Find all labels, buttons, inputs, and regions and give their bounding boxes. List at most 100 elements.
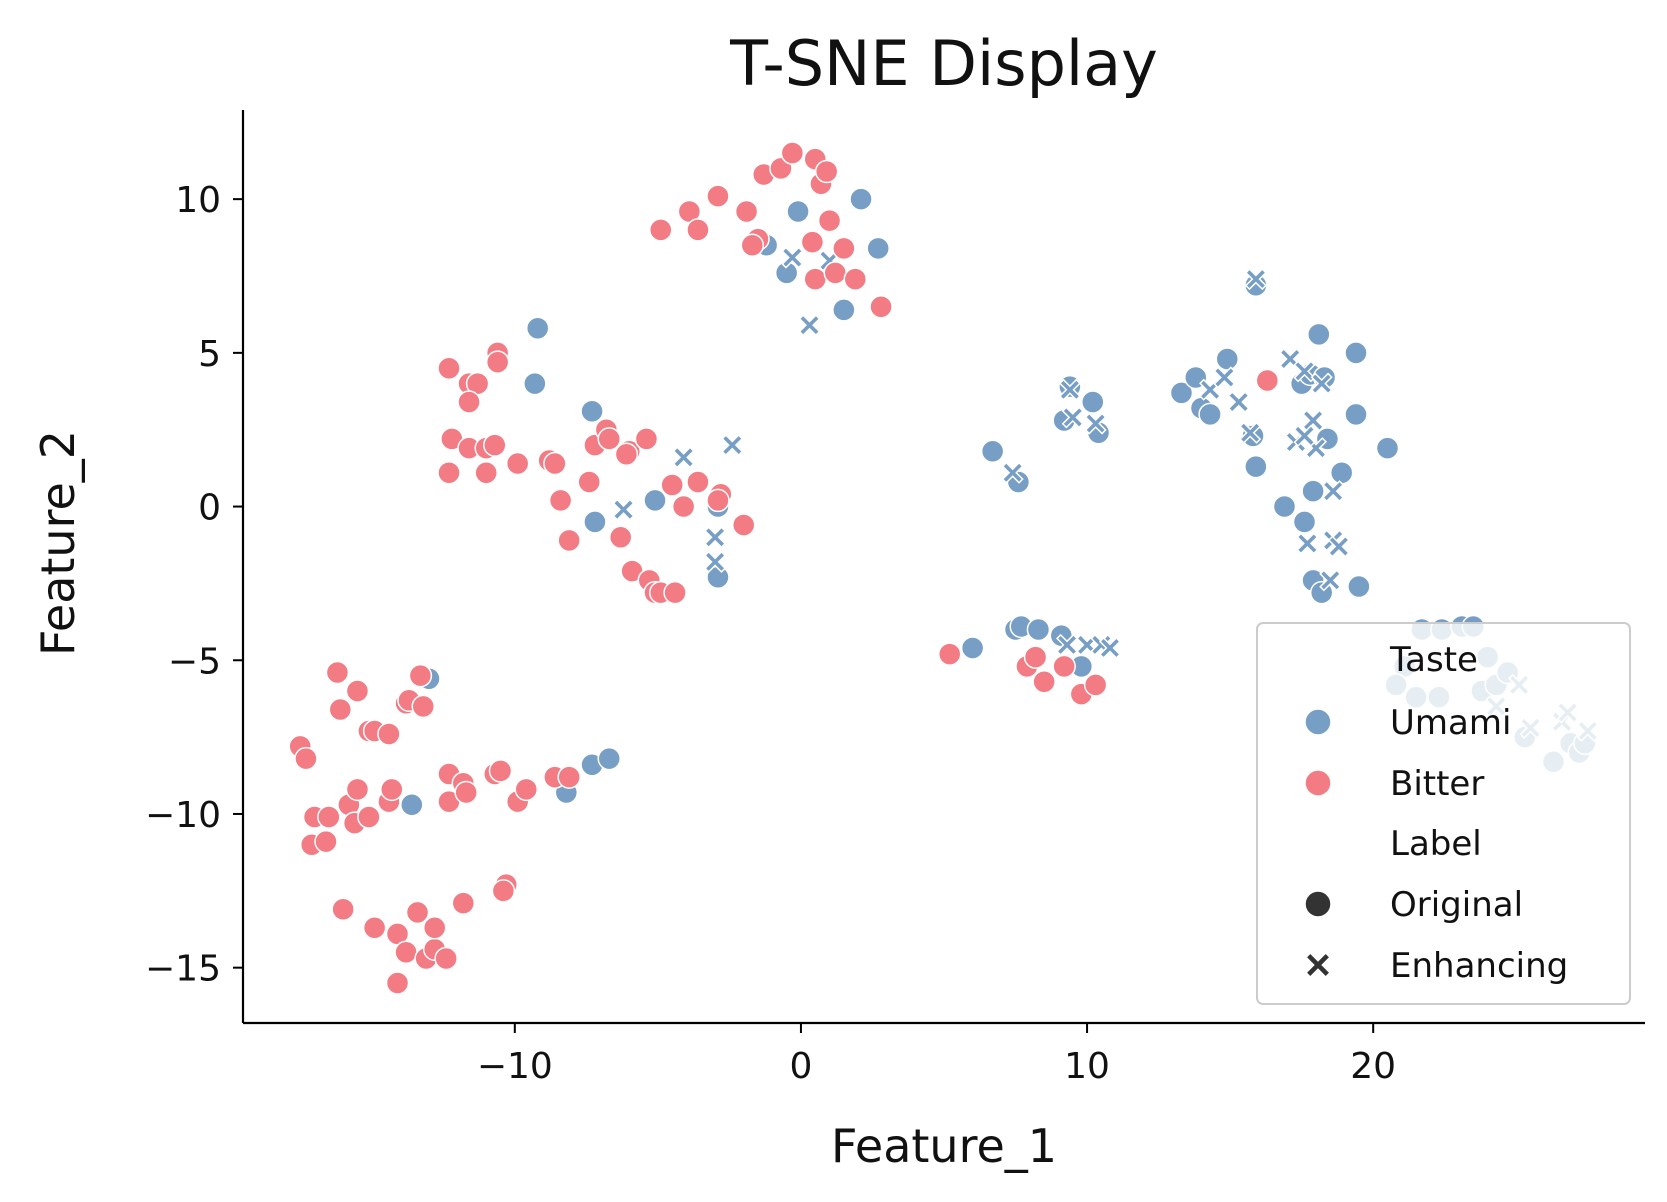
original-point-umami — [1301, 479, 1325, 503]
original-point-bitter — [377, 722, 401, 746]
original-point-umami — [1026, 617, 1051, 642]
original-point-bitter — [686, 470, 710, 494]
x-tick-label: 10 — [1064, 1046, 1110, 1087]
enhancing-point-umami — [1213, 366, 1236, 389]
original-point-bitter — [457, 390, 481, 414]
original-point-bitter — [543, 451, 567, 476]
original-point-bitter — [437, 460, 461, 485]
y-tick-label: −15 — [145, 949, 221, 990]
original-point-umami — [1375, 436, 1400, 460]
original-point-bitter — [514, 777, 539, 802]
original-point-bitter — [345, 777, 370, 802]
original-point-bitter — [357, 805, 381, 829]
original-point-bitter — [434, 946, 458, 971]
original-point-bitter — [663, 580, 687, 605]
original-point-umami — [960, 636, 985, 660]
enhancing-point-umami — [721, 434, 744, 457]
original-point-bitter — [648, 218, 673, 242]
enhancing-point-umami — [1327, 535, 1350, 558]
enhancing-point-umami — [1239, 421, 1262, 444]
original-point-bitter — [474, 460, 498, 485]
original-point-bitter — [608, 525, 633, 550]
original-point-bitter — [780, 141, 805, 165]
original-point-umami — [1329, 460, 1354, 485]
original-point-bitter — [362, 915, 387, 940]
enhancing-point-umami — [1098, 636, 1122, 660]
original-point-umami — [597, 746, 621, 771]
enhancing-point-umami — [1322, 480, 1345, 503]
original-point-bitter — [1083, 673, 1108, 697]
original-point-umami — [1081, 390, 1105, 414]
original-point-umami — [1307, 322, 1331, 347]
legend-bitter-marker — [1304, 769, 1332, 797]
original-point-bitter — [485, 350, 510, 374]
original-point-bitter — [328, 697, 353, 722]
original-point-bitter — [405, 900, 430, 925]
y-tick-label: −10 — [145, 795, 221, 836]
original-point-umami — [1292, 510, 1317, 534]
enhancing-point-umami — [704, 526, 727, 549]
x-tick-label: −10 — [477, 1046, 553, 1087]
original-point-bitter — [451, 891, 476, 915]
original-point-bitter — [686, 218, 710, 242]
original-point-bitter — [800, 230, 825, 254]
enhancing-point-umami — [1001, 461, 1024, 484]
enhancing-point-umami — [1227, 390, 1250, 414]
original-point-bitter — [411, 694, 436, 719]
original-point-bitter — [422, 915, 447, 940]
original-point-umami — [525, 316, 550, 341]
y-axis-label: Feature_2 — [31, 430, 85, 656]
legend-original-label: Original — [1390, 885, 1523, 925]
original-point-umami — [1344, 341, 1368, 365]
enhancing-point-umami — [612, 498, 635, 521]
original-point-bitter — [1052, 654, 1076, 679]
original-point-bitter — [671, 494, 696, 519]
original-point-bitter — [814, 159, 839, 184]
original-point-bitter — [345, 679, 370, 703]
original-point-bitter — [385, 971, 410, 995]
original-point-bitter — [706, 184, 730, 208]
legend-enhancing-marker — [1304, 951, 1332, 979]
original-point-bitter — [803, 267, 827, 291]
enhancing-point-umami — [672, 446, 695, 469]
x-axis-ticks: −10 0 10 20 — [477, 1023, 1396, 1087]
original-point-bitter — [1023, 645, 1048, 669]
original-point-bitter — [817, 208, 842, 233]
x-tick-label: 0 — [789, 1046, 812, 1087]
original-point-bitter — [380, 777, 404, 802]
legend-umami-marker — [1304, 708, 1332, 736]
legend-style-title: Label — [1390, 824, 1482, 864]
original-point-umami — [1347, 574, 1371, 599]
original-point-bitter — [557, 528, 581, 553]
enhancing-point-umami — [798, 314, 821, 337]
original-point-umami — [1244, 273, 1268, 297]
original-point-umami — [1215, 347, 1240, 371]
y-tick-label: 0 — [198, 488, 221, 529]
enhancing-point-umami — [1293, 424, 1316, 447]
x-axis-label: Feature_1 — [831, 1119, 1057, 1173]
original-point-umami — [400, 792, 424, 817]
original-point-bitter — [843, 267, 868, 291]
original-point-umami — [643, 488, 667, 513]
legend-bitter-label: Bitter — [1390, 764, 1484, 804]
original-point-bitter — [1032, 670, 1056, 694]
original-point-umami — [1272, 494, 1297, 519]
original-point-bitter — [740, 233, 765, 258]
original-point-bitter — [937, 642, 962, 666]
original-point-bitter — [731, 513, 756, 537]
original-point-bitter — [1255, 368, 1280, 393]
y-tick-label: −5 — [168, 641, 221, 682]
y-tick-label: 10 — [175, 180, 221, 221]
original-point-umami — [980, 439, 1005, 463]
original-point-bitter — [706, 488, 730, 513]
original-point-bitter — [454, 780, 478, 805]
legend: Taste Umami Bitter Label Original Enhanc… — [1256, 622, 1631, 1005]
enhancing-point-umami — [781, 246, 804, 269]
legend-frame — [1256, 622, 1631, 1005]
original-point-bitter — [314, 829, 338, 854]
enhancing-point-umami — [1061, 406, 1084, 429]
original-point-umami — [583, 510, 607, 534]
original-point-bitter — [294, 746, 318, 771]
legend-umami-label: Umami — [1390, 703, 1511, 743]
enhancing-point-umami — [1310, 372, 1333, 395]
